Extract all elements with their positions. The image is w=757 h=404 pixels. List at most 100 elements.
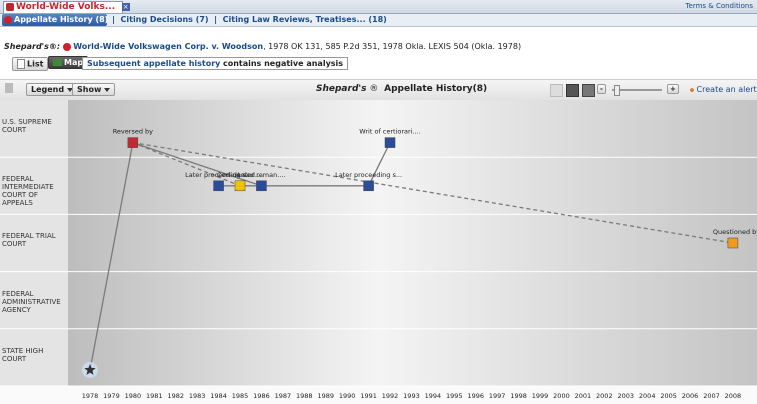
link [89,142,134,371]
show-label: Show [77,85,102,94]
reg-mark: ® [369,84,379,94]
year-label: 1985 [232,392,249,400]
court-label: STATE HIGH COURT [2,346,44,363]
map-button[interactable]: Map [48,56,89,69]
year-axis [0,386,757,404]
zoom-track [612,89,662,91]
year-label: 1983 [189,392,206,400]
summary-text: Subsequent appellate history [87,59,221,68]
tab-close[interactable]: × [121,3,130,11]
year-label: 2000 [553,392,570,400]
zoom-out[interactable]: - [597,84,606,94]
toolbar-icon [5,83,13,93]
dashed-link [132,141,241,187]
zoom-thumb[interactable] [614,85,620,96]
node-label: Reversed by [113,128,153,136]
year-label: 2004 [639,392,656,400]
summary-analysis: contains negative analysis [222,59,344,68]
year-label: 2008 [725,392,742,400]
subtab[interactable]: Appellate History (8) [14,15,109,24]
court-column [0,100,68,386]
case-cite: , 1978 OK 131, 585 P.2d 351, 1978 Okla. … [263,42,522,51]
alert-link[interactable]: ⦁ Create an alert [690,85,757,94]
year-label: 1997 [489,392,506,400]
tab-bar [0,0,757,14]
tab-title: World-Wide Volks... [16,2,116,12]
legend-label: Legend [31,85,65,94]
title: Appellate History(8) [384,84,488,94]
year-label: 2003 [617,392,634,400]
year-label: 1982 [167,392,184,400]
year-label: 1998 [510,392,527,400]
link [368,142,391,187]
node [213,180,224,192]
origin-star [84,364,96,375]
subtab[interactable]: Citing Decisions (7) [120,15,209,24]
print-icon[interactable] [582,84,595,97]
zoom-in[interactable]: + [667,84,679,94]
list-button[interactable]: List [12,57,49,71]
node-label: Later reman.... [237,171,285,179]
year-label: 2002 [596,392,613,400]
year-label: 1989 [317,392,334,400]
node-label: Writ of certiorari.... [359,128,421,136]
citation: Shepard's®: World-Wide Volkswagen Corp. … [4,42,521,51]
node [384,137,396,148]
node [127,137,139,148]
year-label: 1992 [382,392,399,400]
terms-link[interactable]: Terms & Conditions [685,2,753,10]
year-label: 1987 [275,392,292,400]
list-label: List [27,59,44,69]
year-label: 1996 [467,392,484,400]
case-link[interactable]: World-Wide Volkswagen Corp. v. Woodson [73,42,264,51]
subtab-sep: | Citing Decisions (7) | Citing Law Revi… [112,15,387,24]
subtab[interactable]: Citing Law Reviews, Treatises... (18) [222,15,387,24]
year-label: 1986 [253,392,270,400]
summary-box: Subsequent appellate history contains ne… [82,57,349,70]
map-background [68,100,757,386]
node [727,237,739,249]
dashed-link [132,141,734,244]
year-label: 1980 [125,392,142,400]
year-label: 1990 [339,392,356,400]
shepards-icon [6,3,14,11]
node [234,180,246,192]
negative-dot [4,16,12,24]
map-title: Shepard's ® Appellate History(8) [316,84,487,94]
year-label: 1984 [210,392,227,400]
show-button[interactable]: Show [72,83,116,96]
node-label: Later proceeding s... [185,171,252,179]
year-label: 2006 [682,392,699,400]
active-subtab[interactable] [2,14,107,26]
node [363,180,374,192]
year-label: 1978 [82,392,99,400]
map-label: Map [64,58,84,67]
brand: Shepard's [316,84,367,94]
year-label: 1991 [360,392,377,400]
year-label: 1994 [425,392,442,400]
year-label: 1995 [446,392,463,400]
year-label: 2001 [575,392,592,400]
legend-button[interactable]: Legend [26,83,79,96]
node-label: Questioned by [713,228,757,236]
year-label: 1979 [103,392,120,400]
subtab-bar [0,14,757,27]
negative-dot [62,42,71,51]
node-label: Cert denied.... [217,171,263,179]
alert-text: Create an alert [696,85,757,94]
court-label: U.S. SUPREME COURT [2,118,52,134]
year-label: 1981 [146,392,163,400]
year-label: 1988 [296,392,313,400]
court-label: FEDERAL INTERMEDIATE COURT OF APPEALS [2,175,54,208]
year-label: 1993 [403,392,420,400]
node [256,180,267,192]
court-label: FEDERAL TRIAL COURT [2,232,56,249]
star-icon[interactable] [566,84,579,97]
node-label: Later proceeding s... [335,171,402,179]
zoom-icon[interactable] [550,84,563,97]
year-label: 1999 [532,392,549,400]
map: 1978 1979 1980 1981 1982 1983 1984 1985 1986 1987… [0,100,757,404]
tab[interactable]: World-Wide Volks... × [3,1,130,13]
citation-label: Shepard's®: [4,42,61,51]
